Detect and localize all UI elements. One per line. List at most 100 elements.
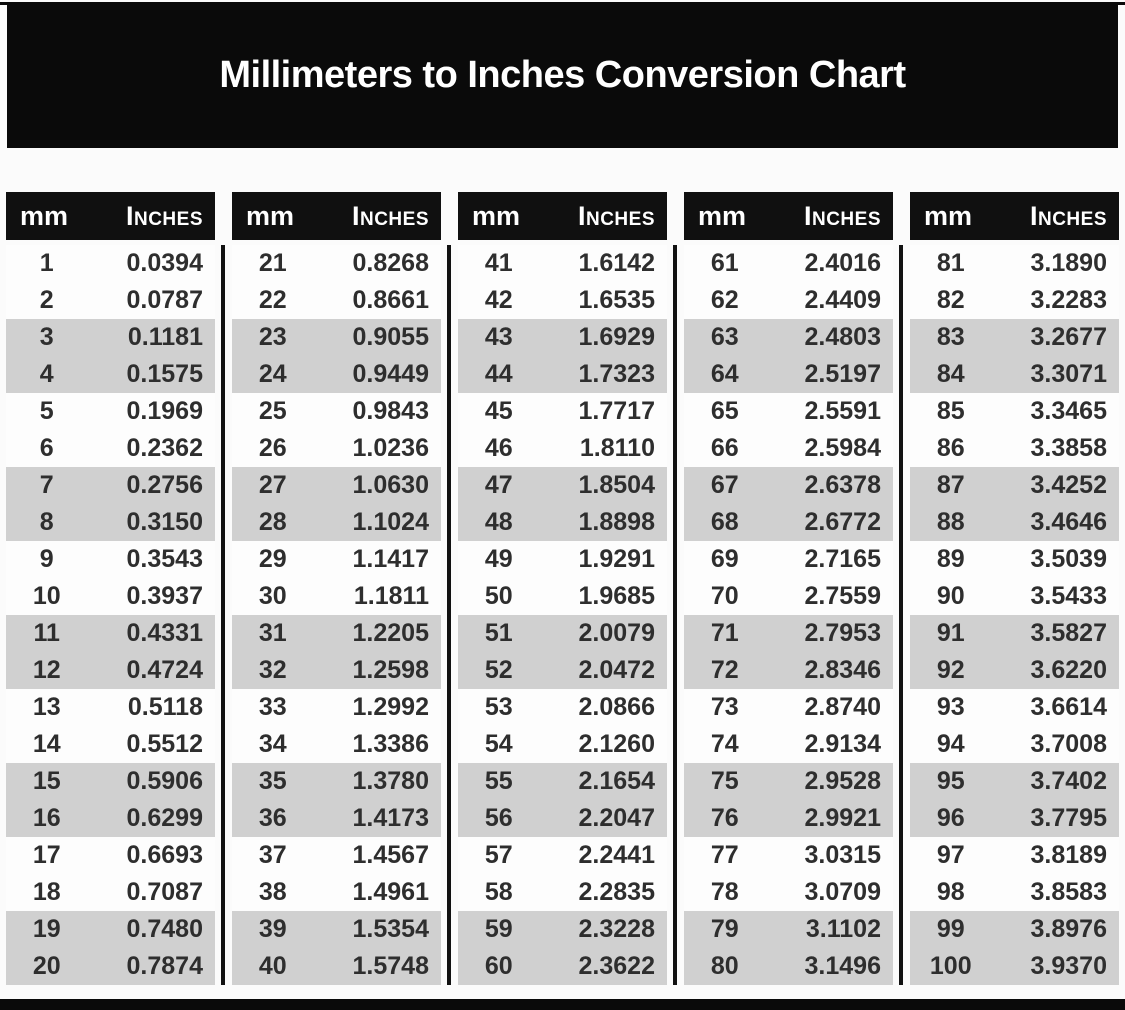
inches-column-header: Inches [803, 200, 881, 231]
table-row: 57 2.2441 [458, 837, 667, 874]
table-row: 30 1.1811 [232, 578, 441, 615]
mm-value: 67 [710, 471, 739, 499]
table-row: 20 0.7874 [6, 948, 215, 985]
table-row: 68 2.6772 [684, 504, 893, 541]
mm-value: 59 [484, 915, 513, 943]
table-row: 46 1.8110 [458, 430, 667, 467]
mm-value: 23 [258, 323, 287, 351]
table-row: 12 0.4724 [6, 652, 215, 689]
table-row: 82 3.2283 [910, 282, 1119, 319]
mm-value: 46 [484, 434, 513, 462]
table-row: 73 2.8740 [684, 689, 893, 726]
inches-value: 3.7402 [1030, 767, 1107, 795]
inches-value: 3.1890 [1030, 249, 1107, 277]
mm-value: 13 [32, 693, 61, 721]
table-row: 91 3.5827 [910, 615, 1119, 652]
table-row: 93 3.6614 [910, 689, 1119, 726]
mm-value: 25 [258, 397, 287, 425]
inches-value: 2.3228 [578, 915, 655, 943]
mm-value: 62 [710, 286, 739, 314]
mm-value: 40 [258, 952, 287, 980]
table-row: 94 3.7008 [910, 726, 1119, 763]
inches-value: 3.5039 [1030, 545, 1107, 573]
inches-value: 2.1260 [578, 730, 655, 758]
mm-value: 30 [258, 582, 287, 610]
mm-value: 92 [936, 656, 965, 684]
mm-value: 90 [936, 582, 965, 610]
inches-value: 3.1102 [805, 915, 881, 943]
table-header: mm Inches [232, 192, 441, 240]
mm-value: 72 [710, 656, 739, 684]
table-body: 1 0.0394 2 0.0787 3 0.1181 4 0.1575 5 0.1969 6 0.23… [6, 245, 215, 985]
inches-value: 0.4331 [126, 619, 203, 647]
mm-value: 35 [258, 767, 287, 795]
inches-value: 0.0787 [126, 286, 203, 314]
inches-column-header: Inches [351, 200, 429, 231]
table-row: 16 0.6299 [6, 800, 215, 837]
table-row: 15 0.5906 [6, 763, 215, 800]
table-row: 80 3.1496 [684, 948, 893, 985]
mm-value: 14 [32, 730, 61, 758]
table-row: 84 3.3071 [910, 356, 1119, 393]
mm-value: 2 [39, 286, 54, 314]
inches-value: 2.7559 [804, 582, 881, 610]
mm-value: 60 [484, 952, 513, 980]
mm-value: 68 [710, 508, 739, 536]
table-row: 78 3.0709 [684, 874, 893, 911]
inches-value: 2.8740 [804, 693, 881, 721]
mm-value: 76 [710, 804, 739, 832]
table-row: 100 3.9370 [910, 948, 1119, 985]
inches-value: 0.3543 [126, 545, 203, 573]
inches-value: 1.9685 [578, 582, 655, 610]
table-body: 61 2.4016 62 2.4409 63 2.4803 64 2.5197 65 2.5591… [673, 245, 893, 985]
inches-value: 2.6378 [804, 471, 881, 499]
mm-value: 53 [484, 693, 513, 721]
table-header: mm Inches [6, 192, 215, 240]
table-row: 34 1.3386 [232, 726, 441, 763]
inches-value: 2.4803 [804, 323, 881, 351]
inches-value: 3.8583 [1030, 878, 1107, 906]
inches-value: 1.7717 [578, 397, 655, 425]
inches-value: 3.7008 [1030, 730, 1107, 758]
table-row: 32 1.2598 [232, 652, 441, 689]
mm-value: 37 [258, 841, 287, 869]
inches-value: 0.9449 [352, 360, 429, 388]
mm-value: 100 [929, 952, 972, 980]
mm-value: 87 [936, 471, 965, 499]
mm-value: 75 [710, 767, 739, 795]
inches-value: 2.8346 [804, 656, 881, 684]
inches-value: 0.8268 [352, 249, 429, 277]
inches-value: 1.8504 [578, 471, 655, 499]
table-body: 41 1.6142 42 1.6535 43 1.6929 44 1.7323 45 1.7717… [447, 245, 667, 985]
inches-column-header: Inches [577, 200, 655, 231]
mm-value: 11 [33, 619, 60, 647]
table-row: 50 1.9685 [458, 578, 667, 615]
mm-value: 61 [710, 249, 739, 277]
table-row: 51 2.0079 [458, 615, 667, 652]
table-row: 76 2.9921 [684, 800, 893, 837]
table-row: 40 1.5748 [232, 948, 441, 985]
inches-value: 1.6142 [578, 249, 655, 277]
inches-value: 1.2992 [352, 693, 429, 721]
mm-value: 49 [484, 545, 513, 573]
mm-value: 69 [710, 545, 739, 573]
inches-value: 0.5118 [127, 693, 203, 721]
inches-value: 2.4409 [804, 286, 881, 314]
inches-value: 1.6535 [578, 286, 655, 314]
table-row: 56 2.2047 [458, 800, 667, 837]
inches-value: 0.7087 [126, 878, 203, 906]
mm-value: 89 [936, 545, 965, 573]
mm-column-header: mm [246, 200, 295, 231]
table-row: 72 2.8346 [684, 652, 893, 689]
inches-value: 2.5197 [804, 360, 881, 388]
table-row: 74 2.9134 [684, 726, 893, 763]
table-row: 52 2.0472 [458, 652, 667, 689]
mm-column-header: mm [472, 200, 521, 231]
table-row: 8 0.3150 [6, 504, 215, 541]
table-row: 5 0.1969 [6, 393, 215, 430]
mm-value: 70 [710, 582, 739, 610]
inches-value: 2.3622 [578, 952, 655, 980]
table-row: 3 0.1181 [6, 319, 215, 356]
table-row: 24 0.9449 [232, 356, 441, 393]
table-row: 17 0.6693 [6, 837, 215, 874]
